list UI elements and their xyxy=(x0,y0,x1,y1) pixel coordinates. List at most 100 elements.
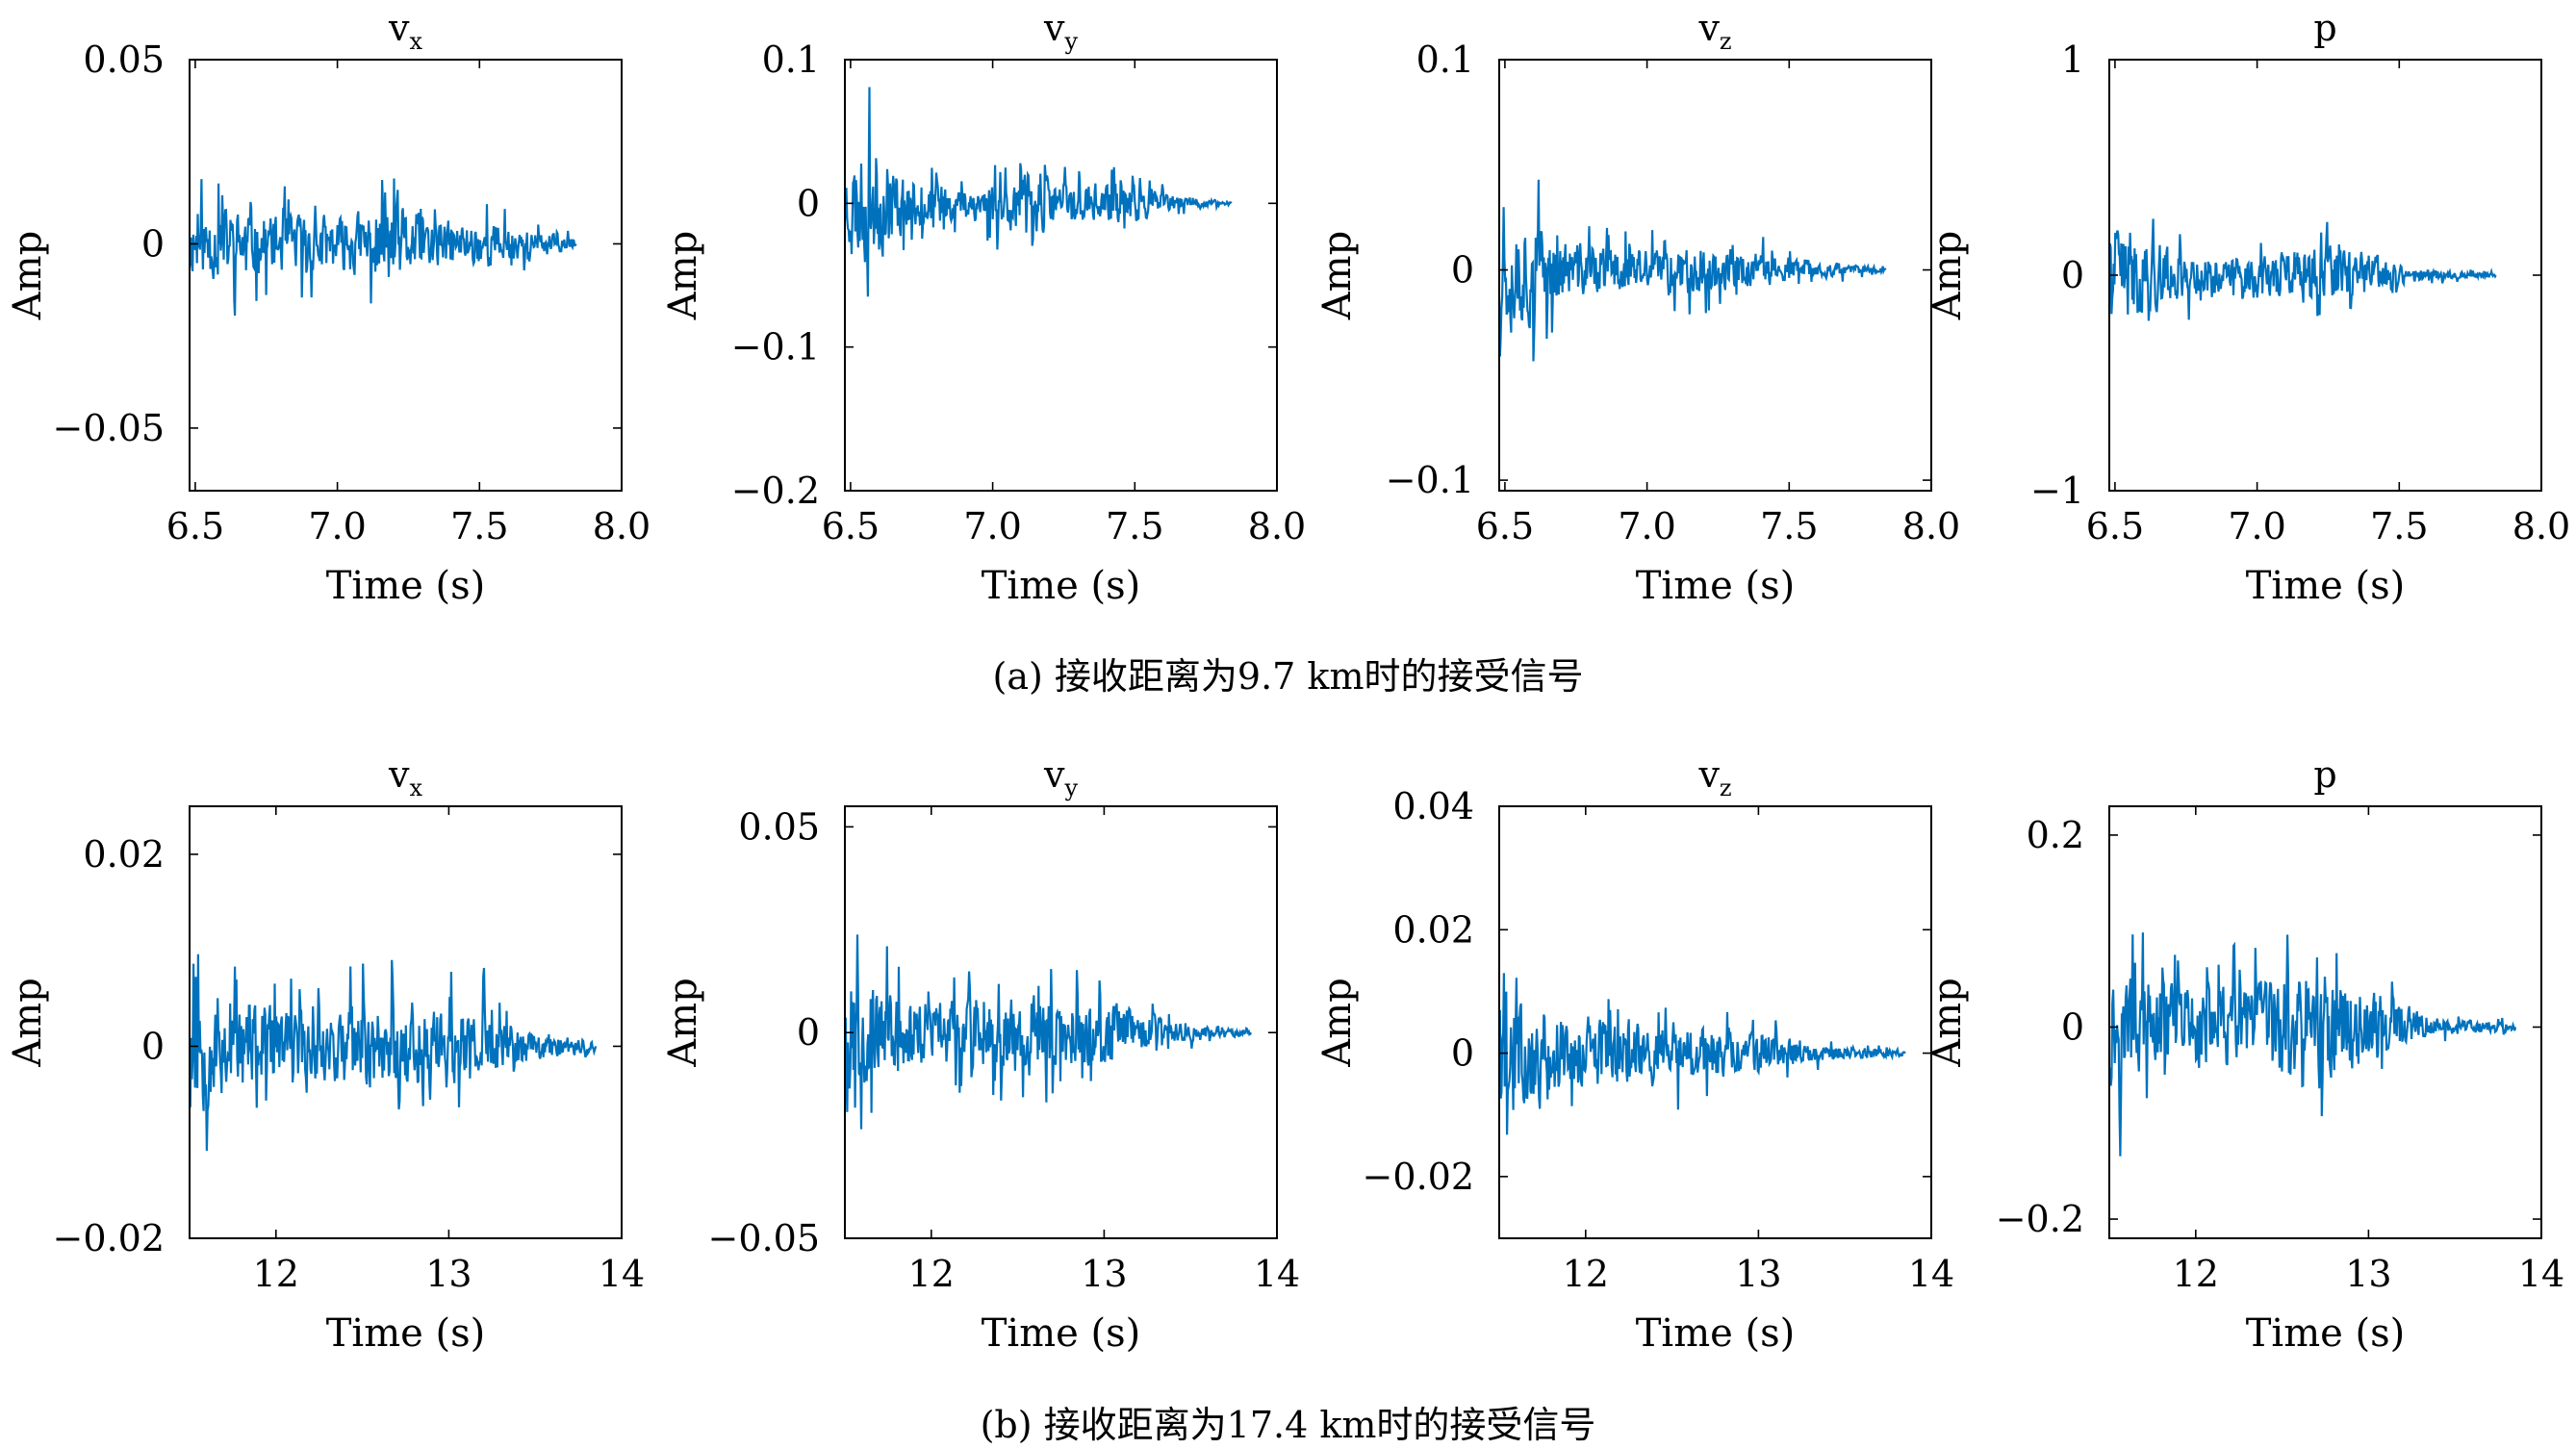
y-tick-label: 0 xyxy=(2061,1005,2084,1048)
x-tick-label: 8.0 xyxy=(593,505,650,547)
x-tick-label: 7.0 xyxy=(308,505,366,547)
axes-frame-b-vy xyxy=(844,805,1278,1239)
y-tick-label: −0.2 xyxy=(1996,1198,2084,1240)
panel-title: p xyxy=(2313,7,2336,49)
x-tick-label: 7.0 xyxy=(1618,505,1675,547)
x-tick-label: 13 xyxy=(425,1253,472,1295)
y-tick-label: 1 xyxy=(2061,38,2084,81)
x-tick-label: 13 xyxy=(2345,1253,2391,1295)
y-axis-label: Amp xyxy=(1926,978,1970,1067)
panel-title: vx xyxy=(388,7,422,55)
y-axis-label: Amp xyxy=(661,231,705,320)
y-tick-label: 0.04 xyxy=(1392,785,1474,827)
y-tick-label: 0.2 xyxy=(2027,814,2084,856)
x-tick-label: 6.5 xyxy=(2086,505,2144,547)
x-axis-label: Time (s) xyxy=(1636,1311,1796,1356)
x-axis-label: Time (s) xyxy=(2246,564,2406,608)
panel-title: vy xyxy=(1043,753,1078,801)
caption-a: (a) 接收距离为9.7 km时的接受信号 xyxy=(992,655,1584,698)
y-tick-label: 0.05 xyxy=(83,38,165,81)
x-tick-label: 12 xyxy=(253,1253,299,1295)
y-tick-label: 0.05 xyxy=(738,805,820,848)
x-tick-label: 12 xyxy=(2173,1253,2219,1295)
y-tick-label: 0 xyxy=(1451,249,1474,292)
panel-a-vz: 6.5 7.0 7.5 8.0 0.1 0 −0.1 Time (s) Amp vz xyxy=(1315,7,1960,608)
x-tick-label: 7.5 xyxy=(450,505,508,547)
x-tick-label: 14 xyxy=(1908,1253,1954,1295)
y-tick-label: −0.02 xyxy=(53,1217,165,1259)
x-tick-label: 6.5 xyxy=(1476,505,1534,547)
y-tick-label: −0.05 xyxy=(53,407,165,449)
x-tick-label: 12 xyxy=(1563,1253,1609,1295)
y-tick-label: −0.1 xyxy=(731,326,820,369)
y-tick-label: 0 xyxy=(2061,254,2084,296)
x-tick-label: 8.0 xyxy=(2512,505,2570,547)
axes-frame-a-vy xyxy=(844,59,1278,492)
signal-line-a-p xyxy=(2109,218,2497,321)
signal-line-b-vx xyxy=(190,953,598,1152)
panel-a-vx: 6.5 7.0 7.5 8.0 0.05 0 −0.05 Time (s) Amp vx xyxy=(6,7,650,608)
panel-title: vz xyxy=(1697,7,1731,55)
y-axis-label: Amp xyxy=(6,978,50,1067)
x-tick-label: 14 xyxy=(599,1253,645,1295)
y-tick-label: −0.1 xyxy=(1386,459,1474,501)
panel-title: p xyxy=(2313,753,2336,796)
y-tick-label: 0 xyxy=(1451,1032,1474,1075)
y-tick-label: 0 xyxy=(141,1025,165,1067)
panel-b-p: 12 13 14 0.2 0 −0.2 Time (s) Amp p xyxy=(1926,753,2564,1356)
x-tick-label: 8.0 xyxy=(1902,505,1960,547)
y-axis-label: Amp xyxy=(1926,231,1970,320)
panel-b-vx: 12 13 14 0.02 0 −0.02 Time (s) Amp vx xyxy=(6,753,645,1356)
y-axis-label: Amp xyxy=(1315,978,1360,1067)
axes-frame-b-vz xyxy=(1498,805,1932,1239)
x-tick-label: 6.5 xyxy=(822,505,880,547)
y-axis-label: Amp xyxy=(6,231,50,320)
x-tick-label: 7.5 xyxy=(1760,505,1818,547)
y-tick-label: −0.05 xyxy=(708,1217,820,1259)
x-axis-label: Time (s) xyxy=(1636,564,1796,608)
x-tick-label: 14 xyxy=(1254,1253,1300,1295)
axes-frame-b-vx xyxy=(189,805,623,1239)
x-tick-label: 8.0 xyxy=(1248,505,1306,547)
x-tick-label: 13 xyxy=(1081,1253,1127,1295)
y-tick-label: 0.02 xyxy=(1392,908,1474,951)
axes-frame-b-p xyxy=(2108,805,2542,1239)
panel-a-p: 6.5 7.0 7.5 8.0 1 0 −1 Time (s) Amp p xyxy=(1926,7,2570,608)
signal-line-b-vz xyxy=(1499,973,1906,1135)
signal-line-a-vy xyxy=(845,87,1233,297)
panel-b-vy: 12 13 14 0.05 0 −0.05 Time (s) Amp vy xyxy=(661,753,1300,1356)
signal-line-b-p xyxy=(2109,932,2517,1157)
axes-frame-a-vx xyxy=(189,59,623,492)
y-tick-label: −0.2 xyxy=(731,470,820,512)
x-tick-label: 7.5 xyxy=(1106,505,1163,547)
x-tick-label: 7.0 xyxy=(2228,505,2285,547)
signal-line-a-vx xyxy=(190,178,577,317)
x-tick-label: 14 xyxy=(2518,1253,2564,1295)
x-axis-label: Time (s) xyxy=(982,564,1141,608)
x-axis-label: Time (s) xyxy=(326,1311,486,1356)
y-tick-label: 0.02 xyxy=(83,833,165,876)
caption-b: (b) 接收距离为17.4 km时的接受信号 xyxy=(980,1404,1596,1446)
y-axis-label: Amp xyxy=(661,978,705,1067)
panel-title: vx xyxy=(388,753,422,801)
x-tick-label: 13 xyxy=(1735,1253,1781,1295)
x-tick-label: 7.0 xyxy=(963,505,1021,547)
x-axis-label: Time (s) xyxy=(982,1311,1141,1356)
y-tick-label: −1 xyxy=(2030,470,2084,512)
y-tick-label: 0 xyxy=(797,182,820,224)
panel-title: vy xyxy=(1043,7,1078,55)
y-tick-label: 0.1 xyxy=(1416,38,1474,81)
y-tick-label: 0 xyxy=(141,222,165,265)
signal-line-b-vy xyxy=(845,934,1253,1130)
y-tick-label: 0 xyxy=(797,1011,820,1054)
y-tick-label: −0.02 xyxy=(1363,1156,1474,1198)
y-axis-label: Amp xyxy=(1315,231,1360,320)
y-tick-label: 0.1 xyxy=(762,38,820,81)
x-tick-label: 12 xyxy=(908,1253,955,1295)
x-axis-label: Time (s) xyxy=(326,564,486,608)
axes-frame-a-vz xyxy=(1498,59,1932,492)
x-tick-label: 6.5 xyxy=(166,505,224,547)
panel-b-vz: 12 13 14 0.04 0.02 0 −0.02 Time (s) Amp vz xyxy=(1315,753,1954,1356)
x-tick-label: 7.5 xyxy=(2370,505,2428,547)
